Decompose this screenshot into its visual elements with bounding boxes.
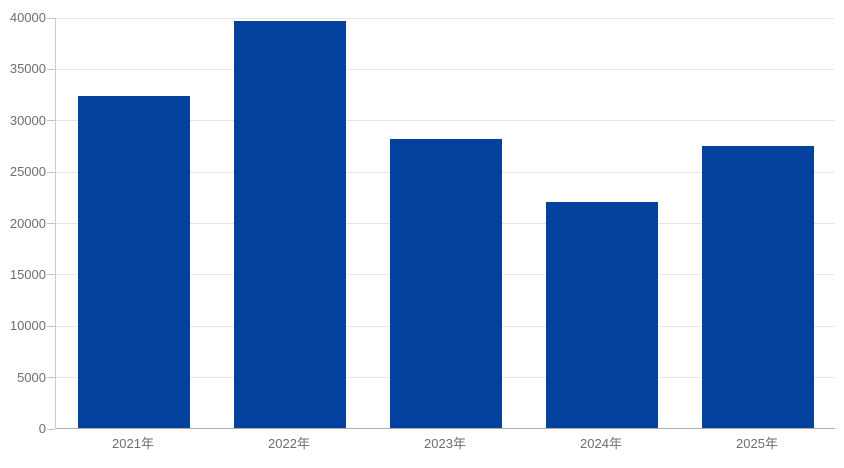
gridline-30000 — [56, 120, 835, 122]
y-axis-label-25000: 25000 — [9, 164, 46, 180]
y-axis-tick-15000 — [47, 274, 55, 276]
x-axis-label-2025: 2025年 — [736, 436, 778, 451]
gridline-35000 — [56, 68, 835, 70]
y-axis-tick-0 — [47, 428, 55, 430]
y-axis-tick-10000 — [47, 325, 55, 327]
bar-2024[interactable] — [546, 201, 658, 428]
y-axis-label-10000: 10000 — [9, 318, 46, 334]
y-axis-label-20000: 20000 — [9, 215, 46, 231]
x-axis-label-2023: 2023年 — [424, 436, 466, 451]
y-axis-tick-25000 — [47, 171, 55, 173]
bar-2023[interactable] — [390, 139, 502, 428]
y-axis-label-5000: 5000 — [17, 369, 46, 385]
y-axis-tick-35000 — [47, 68, 55, 70]
bar-2021[interactable] — [78, 96, 190, 428]
y-axis-tick-5000 — [47, 377, 55, 379]
x-axis-label-2022: 2022年 — [268, 436, 310, 451]
y-axis-tick-30000 — [47, 120, 55, 122]
bar-2022[interactable] — [234, 21, 346, 428]
x-axis-label-2021: 2021年 — [112, 436, 154, 451]
y-axis-label-15000: 15000 — [9, 266, 46, 282]
gridline-40000 — [56, 17, 835, 19]
y-axis-label-30000: 30000 — [9, 112, 46, 128]
bar-2025[interactable] — [702, 146, 814, 428]
y-axis-tick-40000 — [47, 17, 55, 19]
plot-area — [55, 17, 835, 429]
y-axis-label-0: 0 — [38, 421, 46, 436]
x-axis-label-2024: 2024年 — [580, 436, 622, 451]
y-axis-tick-20000 — [47, 223, 55, 224]
y-axis-label-35000: 35000 — [9, 61, 46, 77]
y-axis-label-40000: 40000 — [9, 10, 46, 25]
